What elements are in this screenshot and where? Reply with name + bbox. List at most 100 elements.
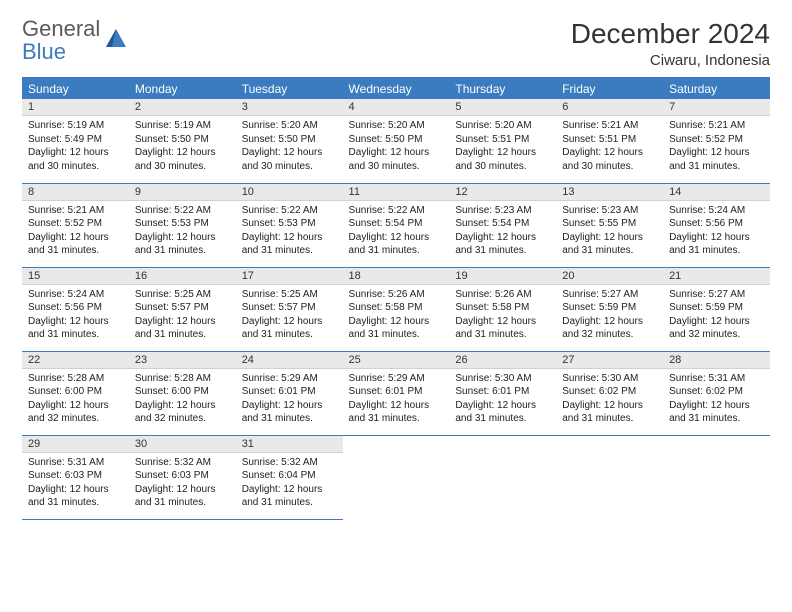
- calendar-page: General Blue December 2024 Ciwaru, Indon…: [0, 0, 792, 538]
- calendar-cell: 16Sunrise: 5:25 AMSunset: 5:57 PMDayligh…: [129, 267, 236, 351]
- calendar-cell: 24Sunrise: 5:29 AMSunset: 6:01 PMDayligh…: [236, 351, 343, 435]
- day-number: 16: [129, 268, 236, 285]
- calendar-cell: 10Sunrise: 5:22 AMSunset: 5:53 PMDayligh…: [236, 183, 343, 267]
- day-number: 6: [556, 99, 663, 116]
- day-number: 29: [22, 436, 129, 453]
- calendar-cell: 2Sunrise: 5:19 AMSunset: 5:50 PMDaylight…: [129, 99, 236, 183]
- calendar-cell: 4Sunrise: 5:20 AMSunset: 5:50 PMDaylight…: [343, 99, 450, 183]
- day-number: 9: [129, 184, 236, 201]
- weekday-wednesday: Wednesday: [343, 78, 450, 99]
- weekday-thursday: Thursday: [449, 78, 556, 99]
- calendar-cell: 3Sunrise: 5:20 AMSunset: 5:50 PMDaylight…: [236, 99, 343, 183]
- calendar-cell: 9Sunrise: 5:22 AMSunset: 5:53 PMDaylight…: [129, 183, 236, 267]
- day-number: 30: [129, 436, 236, 453]
- calendar-cell: 11Sunrise: 5:22 AMSunset: 5:54 PMDayligh…: [343, 183, 450, 267]
- day-details: Sunrise: 5:30 AMSunset: 6:02 PMDaylight:…: [556, 369, 663, 431]
- day-number: 5: [449, 99, 556, 116]
- day-details: Sunrise: 5:24 AMSunset: 5:56 PMDaylight:…: [663, 201, 770, 263]
- day-number: 21: [663, 268, 770, 285]
- calendar-cell: 31Sunrise: 5:32 AMSunset: 6:04 PMDayligh…: [236, 435, 343, 519]
- day-details: Sunrise: 5:32 AMSunset: 6:04 PMDaylight:…: [236, 453, 343, 515]
- calendar-row: 15Sunrise: 5:24 AMSunset: 5:56 PMDayligh…: [22, 267, 770, 351]
- day-details: Sunrise: 5:26 AMSunset: 5:58 PMDaylight:…: [449, 285, 556, 347]
- calendar-cell: 27Sunrise: 5:30 AMSunset: 6:02 PMDayligh…: [556, 351, 663, 435]
- calendar-cell: 6Sunrise: 5:21 AMSunset: 5:51 PMDaylight…: [556, 99, 663, 183]
- day-details: Sunrise: 5:20 AMSunset: 5:50 PMDaylight:…: [236, 116, 343, 178]
- calendar-row: 29Sunrise: 5:31 AMSunset: 6:03 PMDayligh…: [22, 435, 770, 519]
- title-block: December 2024 Ciwaru, Indonesia: [571, 18, 770, 69]
- day-number: 26: [449, 352, 556, 369]
- calendar-cell: 14Sunrise: 5:24 AMSunset: 5:56 PMDayligh…: [663, 183, 770, 267]
- location: Ciwaru, Indonesia: [571, 52, 770, 69]
- day-details: Sunrise: 5:19 AMSunset: 5:49 PMDaylight:…: [22, 116, 129, 178]
- calendar-cell: 19Sunrise: 5:26 AMSunset: 5:58 PMDayligh…: [449, 267, 556, 351]
- calendar-cell: [343, 435, 450, 519]
- day-details: Sunrise: 5:31 AMSunset: 6:02 PMDaylight:…: [663, 369, 770, 431]
- day-number: 14: [663, 184, 770, 201]
- day-details: Sunrise: 5:26 AMSunset: 5:58 PMDaylight:…: [343, 285, 450, 347]
- day-number: 10: [236, 184, 343, 201]
- weekday-friday: Friday: [556, 78, 663, 99]
- day-number: 8: [22, 184, 129, 201]
- day-number: 20: [556, 268, 663, 285]
- day-details: Sunrise: 5:28 AMSunset: 6:00 PMDaylight:…: [22, 369, 129, 431]
- calendar-row: 8Sunrise: 5:21 AMSunset: 5:52 PMDaylight…: [22, 183, 770, 267]
- logo-sail-icon: [104, 25, 130, 51]
- page-title: December 2024: [571, 18, 770, 50]
- header: General Blue December 2024 Ciwaru, Indon…: [22, 18, 770, 69]
- weekday-sunday: Sunday: [22, 78, 129, 99]
- day-number: 22: [22, 352, 129, 369]
- day-number: 2: [129, 99, 236, 116]
- day-number: 19: [449, 268, 556, 285]
- day-number: 1: [22, 99, 129, 116]
- day-details: Sunrise: 5:22 AMSunset: 5:54 PMDaylight:…: [343, 201, 450, 263]
- calendar-row: 1Sunrise: 5:19 AMSunset: 5:49 PMDaylight…: [22, 99, 770, 183]
- calendar-cell: 26Sunrise: 5:30 AMSunset: 6:01 PMDayligh…: [449, 351, 556, 435]
- weekday-saturday: Saturday: [663, 78, 770, 99]
- day-number: 28: [663, 352, 770, 369]
- day-number: 7: [663, 99, 770, 116]
- day-number: 4: [343, 99, 450, 116]
- day-number: 31: [236, 436, 343, 453]
- day-details: Sunrise: 5:23 AMSunset: 5:54 PMDaylight:…: [449, 201, 556, 263]
- day-number: 13: [556, 184, 663, 201]
- logo-text-blue: Blue: [22, 39, 66, 64]
- day-number: 11: [343, 184, 450, 201]
- calendar-cell: 17Sunrise: 5:25 AMSunset: 5:57 PMDayligh…: [236, 267, 343, 351]
- calendar-cell: 12Sunrise: 5:23 AMSunset: 5:54 PMDayligh…: [449, 183, 556, 267]
- day-details: Sunrise: 5:29 AMSunset: 6:01 PMDaylight:…: [343, 369, 450, 431]
- day-details: Sunrise: 5:21 AMSunset: 5:52 PMDaylight:…: [22, 201, 129, 263]
- calendar-table: Sunday Monday Tuesday Wednesday Thursday…: [22, 77, 770, 520]
- day-details: Sunrise: 5:32 AMSunset: 6:03 PMDaylight:…: [129, 453, 236, 515]
- calendar-cell: 25Sunrise: 5:29 AMSunset: 6:01 PMDayligh…: [343, 351, 450, 435]
- calendar-cell: 1Sunrise: 5:19 AMSunset: 5:49 PMDaylight…: [22, 99, 129, 183]
- calendar-cell: 20Sunrise: 5:27 AMSunset: 5:59 PMDayligh…: [556, 267, 663, 351]
- calendar-cell: [556, 435, 663, 519]
- day-number: 23: [129, 352, 236, 369]
- weekday-header-row: Sunday Monday Tuesday Wednesday Thursday…: [22, 78, 770, 99]
- day-details: Sunrise: 5:29 AMSunset: 6:01 PMDaylight:…: [236, 369, 343, 431]
- calendar-cell: 21Sunrise: 5:27 AMSunset: 5:59 PMDayligh…: [663, 267, 770, 351]
- calendar-cell: 30Sunrise: 5:32 AMSunset: 6:03 PMDayligh…: [129, 435, 236, 519]
- day-details: Sunrise: 5:31 AMSunset: 6:03 PMDaylight:…: [22, 453, 129, 515]
- calendar-cell: 29Sunrise: 5:31 AMSunset: 6:03 PMDayligh…: [22, 435, 129, 519]
- calendar-cell: 22Sunrise: 5:28 AMSunset: 6:00 PMDayligh…: [22, 351, 129, 435]
- day-details: Sunrise: 5:30 AMSunset: 6:01 PMDaylight:…: [449, 369, 556, 431]
- day-number: 25: [343, 352, 450, 369]
- day-number: 18: [343, 268, 450, 285]
- day-number: 3: [236, 99, 343, 116]
- day-details: Sunrise: 5:27 AMSunset: 5:59 PMDaylight:…: [556, 285, 663, 347]
- logo: General Blue: [22, 18, 130, 64]
- logo-text-general: General: [22, 16, 100, 41]
- day-number: 17: [236, 268, 343, 285]
- day-number: 27: [556, 352, 663, 369]
- calendar-cell: 5Sunrise: 5:20 AMSunset: 5:51 PMDaylight…: [449, 99, 556, 183]
- day-details: Sunrise: 5:28 AMSunset: 6:00 PMDaylight:…: [129, 369, 236, 431]
- day-details: Sunrise: 5:21 AMSunset: 5:51 PMDaylight:…: [556, 116, 663, 178]
- day-number: 12: [449, 184, 556, 201]
- day-details: Sunrise: 5:19 AMSunset: 5:50 PMDaylight:…: [129, 116, 236, 178]
- day-number: 24: [236, 352, 343, 369]
- calendar-row: 22Sunrise: 5:28 AMSunset: 6:00 PMDayligh…: [22, 351, 770, 435]
- day-details: Sunrise: 5:22 AMSunset: 5:53 PMDaylight:…: [129, 201, 236, 263]
- weekday-monday: Monday: [129, 78, 236, 99]
